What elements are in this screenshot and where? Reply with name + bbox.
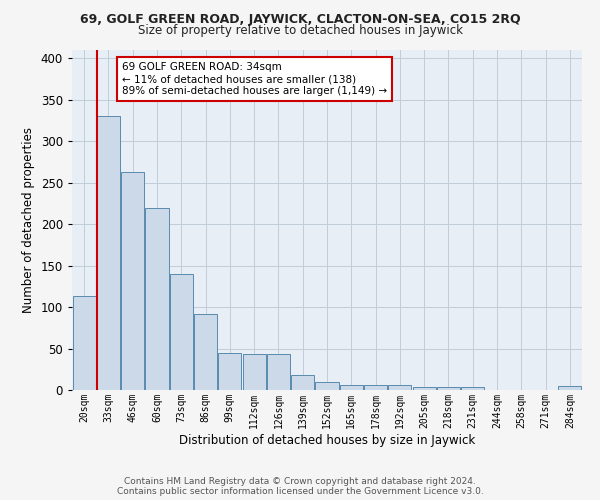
Bar: [364, 385, 387, 390]
Bar: [413, 386, 436, 390]
Bar: [145, 208, 169, 390]
Bar: [194, 314, 217, 390]
Bar: [437, 386, 460, 390]
Text: 69 GOLF GREEN ROAD: 34sqm
← 11% of detached houses are smaller (138)
89% of semi: 69 GOLF GREEN ROAD: 34sqm ← 11% of detac…: [122, 62, 387, 96]
Bar: [559, 386, 581, 390]
Y-axis label: Number of detached properties: Number of detached properties: [22, 127, 35, 313]
Bar: [170, 274, 193, 390]
Bar: [97, 116, 120, 390]
Bar: [267, 354, 290, 390]
Text: 69, GOLF GREEN ROAD, JAYWICK, CLACTON-ON-SEA, CO15 2RQ: 69, GOLF GREEN ROAD, JAYWICK, CLACTON-ON…: [80, 12, 520, 26]
Bar: [461, 386, 484, 390]
Bar: [73, 296, 95, 390]
Bar: [316, 382, 338, 390]
Bar: [388, 385, 412, 390]
Bar: [121, 172, 144, 390]
Bar: [291, 375, 314, 390]
Bar: [218, 352, 241, 390]
Text: Size of property relative to detached houses in Jaywick: Size of property relative to detached ho…: [137, 24, 463, 37]
Bar: [340, 385, 363, 390]
Text: Contains HM Land Registry data © Crown copyright and database right 2024.
Contai: Contains HM Land Registry data © Crown c…: [116, 476, 484, 496]
X-axis label: Distribution of detached houses by size in Jaywick: Distribution of detached houses by size …: [179, 434, 475, 446]
Bar: [242, 354, 266, 390]
